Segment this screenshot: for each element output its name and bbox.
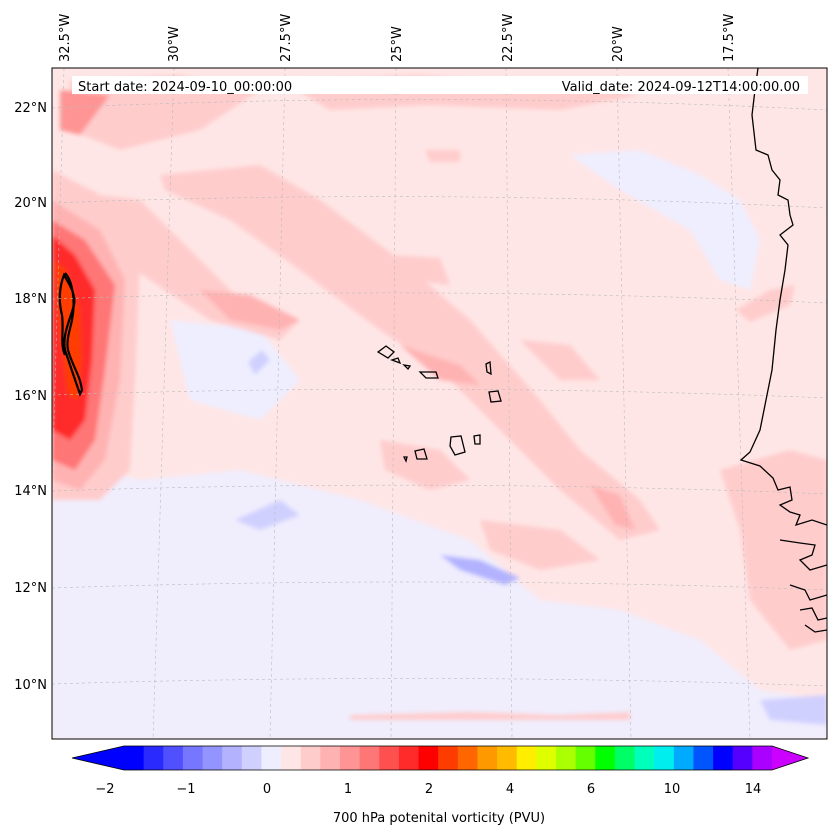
- pv-2pvu-contour: [58, 272, 84, 397]
- african-coastline: [739, 68, 827, 633]
- colorbar-swatch: [575, 746, 596, 770]
- cape-verde-islands: [376, 345, 502, 463]
- pv-positive-band: [520, 340, 600, 380]
- colorbar-swatch: [202, 746, 223, 770]
- lat-label: 18°N: [14, 292, 47, 307]
- colorbar-swatch: [359, 746, 380, 770]
- colorbar-swatch: [281, 746, 302, 770]
- pv-positive-band: [60, 90, 110, 135]
- pv-negative-region: [248, 350, 270, 375]
- colorbar-swatch: [143, 746, 164, 770]
- pv-negative-region: [760, 695, 827, 725]
- header-bar: [72, 76, 808, 94]
- graticule: [52, 68, 827, 739]
- colorbar-tick-label: −1: [176, 782, 195, 797]
- colorbar-swatch: [693, 746, 714, 770]
- colorbar-tick-label: 6: [587, 782, 595, 797]
- colorbar-swatch: [713, 746, 734, 770]
- lon-label: 22.5°W: [501, 14, 516, 62]
- colorbar-swatch: [182, 746, 204, 770]
- colorbar-extend-high: [772, 746, 808, 770]
- colorbar-swatch: [398, 746, 420, 770]
- colorbar-tick-label: 1: [344, 782, 352, 797]
- colorbar-swatch: [556, 746, 577, 770]
- colorbar-swatch: [614, 746, 636, 770]
- colorbar-swatch: [595, 746, 616, 770]
- colorbar-swatch: [516, 746, 537, 770]
- pv-negative-region: [52, 460, 827, 739]
- pv-positive-band: [380, 440, 470, 490]
- pv-positive-band: [720, 450, 827, 650]
- colorbar-swatch: [163, 746, 184, 770]
- colorbar-swatch: [241, 746, 263, 770]
- colorbar-swatch: [320, 746, 341, 770]
- colorbar-swatch: [300, 746, 321, 770]
- pv-positive-band: [160, 165, 660, 540]
- colorbar-tick-label: 4: [506, 782, 514, 797]
- longitude-labels: 32.5°W 30°W 27.5°W 25°W 22.5°W 20°W 17.5…: [58, 14, 737, 62]
- colorbar-swatch: [438, 746, 459, 770]
- lat-label: 16°N: [14, 389, 47, 404]
- lat-label: 22°N: [14, 101, 47, 116]
- lat-label: 20°N: [14, 196, 47, 211]
- colorbar-swatch: [477, 746, 498, 770]
- colorbar: [71, 745, 810, 771]
- valid-date-label: Valid_date: 2024-09-12T14:00:00.00: [562, 80, 800, 95]
- lat-label: 12°N: [14, 581, 47, 596]
- colorbar-ticks: −2 −1 0 1 2 4 6 10 14: [95, 782, 761, 797]
- lon-label: 17.5°W: [722, 14, 737, 62]
- colorbar-swatch: [654, 746, 675, 770]
- pv-positive-band: [390, 255, 450, 285]
- lat-label: 14°N: [14, 484, 47, 499]
- map-frame: [51, 67, 828, 740]
- pv-negative-region: [235, 500, 300, 530]
- colorbar-tick-label: 14: [745, 782, 762, 797]
- colorbar-swatch: [634, 746, 655, 770]
- colorbar-swatch: [418, 746, 439, 770]
- colorbar-swatch: [752, 746, 773, 770]
- latitude-labels: 22°N 20°N 18°N 16°N 14°N 12°N 10°N: [14, 101, 47, 693]
- pv-field-contours: [52, 75, 827, 739]
- lon-label: 32.5°W: [58, 14, 73, 62]
- pv-negative-region: [440, 555, 520, 585]
- pv-positive-band: [200, 290, 300, 330]
- colorbar-swatch: [536, 746, 557, 770]
- colorbar-swatch: [379, 746, 400, 770]
- colorbar-outline: [71, 745, 810, 771]
- lon-label: 20°W: [611, 26, 626, 62]
- lon-label: 30°W: [167, 26, 182, 62]
- pv-negative-region: [570, 150, 760, 290]
- colorbar-tick-label: 10: [664, 782, 681, 797]
- colorbar-tick-label: 2: [425, 782, 433, 797]
- colorbar-tick-label: 0: [263, 782, 271, 797]
- pv-positive-band: [400, 345, 480, 385]
- start-date-label: Start date: 2024-09-10_00:00:00: [78, 80, 292, 95]
- colorbar-swatch: [457, 746, 479, 770]
- colorbar-swatch: [222, 746, 243, 770]
- lon-label: 25°W: [390, 26, 405, 62]
- lat-label: 10°N: [14, 678, 47, 693]
- lon-label: 27.5°W: [279, 14, 294, 62]
- pv-positive-band: [350, 712, 630, 720]
- pv-positive-band: [425, 150, 460, 162]
- colorbar-tick-label: −2: [95, 782, 114, 797]
- colorbar-label: 700 hPa potenital vorticity (PVU): [333, 811, 545, 826]
- pv-positive-band: [736, 285, 795, 322]
- pv-positive-band: [590, 485, 635, 530]
- colorbar-extend-low: [72, 746, 124, 770]
- colorbar-swatch: [673, 746, 695, 770]
- pv-maximum-region: [55, 260, 82, 400]
- colorbar-swatch: [124, 746, 145, 770]
- colorbar-swatch: [732, 746, 753, 770]
- colorbar-swatch: [261, 746, 282, 770]
- colorbar-swatch: [340, 746, 361, 770]
- pv-negative-region: [170, 320, 300, 420]
- colorbar-swatch: [497, 746, 518, 770]
